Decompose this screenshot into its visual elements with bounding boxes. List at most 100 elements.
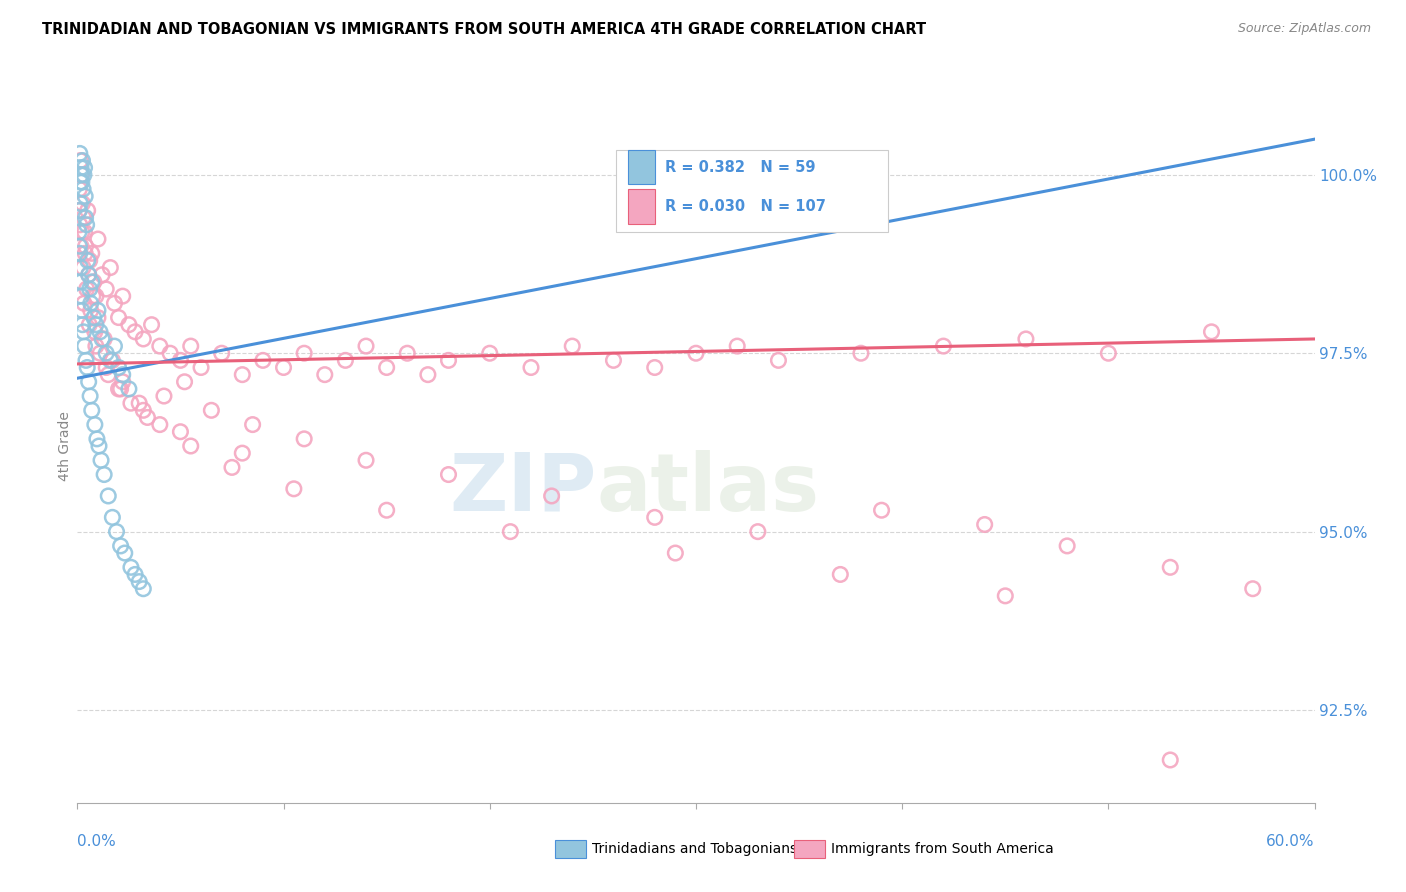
Point xyxy=(1241,582,1264,596)
Point xyxy=(870,503,893,517)
Point xyxy=(561,339,583,353)
Point xyxy=(283,482,305,496)
Point xyxy=(747,524,769,539)
Point xyxy=(111,368,134,382)
Point xyxy=(602,353,624,368)
Point xyxy=(97,368,120,382)
Text: ZIP: ZIP xyxy=(450,450,598,528)
Point xyxy=(242,417,264,432)
Point xyxy=(70,175,93,189)
Point xyxy=(79,318,101,332)
Point xyxy=(84,339,107,353)
Point xyxy=(76,203,98,218)
Point xyxy=(87,232,110,246)
Point xyxy=(76,282,98,296)
Point xyxy=(101,510,124,524)
Point xyxy=(73,225,96,239)
Bar xyxy=(628,189,655,224)
Point xyxy=(118,382,141,396)
Point xyxy=(107,382,129,396)
Point xyxy=(973,517,995,532)
Point xyxy=(292,432,315,446)
Point xyxy=(70,168,93,182)
Point xyxy=(75,246,97,260)
Point xyxy=(1015,332,1038,346)
Point xyxy=(1159,560,1181,574)
Point xyxy=(76,253,98,268)
Point xyxy=(72,153,94,168)
Point xyxy=(211,346,233,360)
Point xyxy=(69,260,91,275)
Point xyxy=(111,375,134,389)
Point xyxy=(110,382,132,396)
Point xyxy=(1056,539,1078,553)
Point xyxy=(70,239,93,253)
Point xyxy=(80,303,103,318)
Text: Source: ZipAtlas.com: Source: ZipAtlas.com xyxy=(1237,22,1371,36)
Point xyxy=(169,353,191,368)
Point xyxy=(101,353,124,368)
Point xyxy=(93,467,115,482)
Point xyxy=(70,161,93,175)
Text: R = 0.030   N = 107: R = 0.030 N = 107 xyxy=(665,199,825,214)
Point xyxy=(354,339,377,353)
Point xyxy=(77,375,100,389)
Point xyxy=(87,303,110,318)
Point xyxy=(231,368,253,382)
Point xyxy=(77,268,100,282)
Text: atlas: atlas xyxy=(598,450,820,528)
Point xyxy=(97,489,120,503)
Point xyxy=(87,310,110,325)
Point xyxy=(159,346,181,360)
Point xyxy=(72,211,94,225)
Point xyxy=(128,574,150,589)
Point xyxy=(83,417,105,432)
Point xyxy=(91,268,114,282)
Point xyxy=(76,218,98,232)
Point xyxy=(110,539,132,553)
Point xyxy=(169,425,191,439)
Point xyxy=(416,368,439,382)
Point xyxy=(153,389,176,403)
Point xyxy=(132,403,155,417)
Point xyxy=(72,318,94,332)
Point xyxy=(69,175,91,189)
Point xyxy=(80,403,103,417)
Point xyxy=(72,196,94,211)
Point xyxy=(173,375,195,389)
Point xyxy=(103,339,125,353)
Point xyxy=(499,524,522,539)
Point xyxy=(67,182,90,196)
Point xyxy=(1159,753,1181,767)
Text: TRINIDADIAN AND TOBAGONIAN VS IMMIGRANTS FROM SOUTH AMERICA 4TH GRADE CORRELATIO: TRINIDADIAN AND TOBAGONIAN VS IMMIGRANTS… xyxy=(42,22,927,37)
Point xyxy=(73,339,96,353)
Point xyxy=(70,168,93,182)
Bar xyxy=(616,150,887,232)
Text: Trinidadians and Tobagonians: Trinidadians and Tobagonians xyxy=(592,842,797,856)
Point xyxy=(231,446,253,460)
Point xyxy=(124,325,146,339)
Point xyxy=(200,403,222,417)
Point xyxy=(685,346,707,360)
Point xyxy=(96,282,118,296)
Point xyxy=(80,296,103,310)
Point xyxy=(520,360,543,375)
Point xyxy=(932,339,955,353)
Point xyxy=(70,289,93,303)
Point xyxy=(80,246,103,260)
Point xyxy=(273,360,295,375)
Point xyxy=(644,360,666,375)
Point xyxy=(83,275,105,289)
Point xyxy=(84,318,107,332)
Text: 60.0%: 60.0% xyxy=(1267,834,1315,849)
Point xyxy=(67,225,90,239)
Point xyxy=(314,368,336,382)
Point xyxy=(75,239,97,253)
Point xyxy=(141,318,163,332)
Point xyxy=(664,546,686,560)
Text: R = 0.382   N = 59: R = 0.382 N = 59 xyxy=(665,160,815,175)
Point xyxy=(69,153,91,168)
Point xyxy=(73,168,96,182)
Point xyxy=(437,353,460,368)
Point xyxy=(103,296,125,310)
